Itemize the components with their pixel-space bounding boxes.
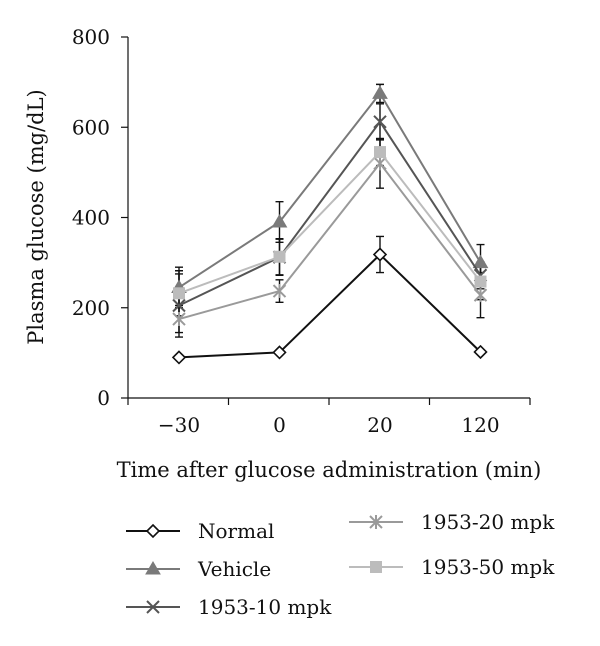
x-tick-label: −30 xyxy=(158,413,200,437)
data-point-1953-10-mpk xyxy=(373,115,387,129)
legend-item-1953-10-mpk: 1953-10 mpk xyxy=(126,595,332,619)
data-point-normal xyxy=(372,247,388,262)
series-line-1953-10-mpk xyxy=(178,120,482,307)
legend-label: Vehicle xyxy=(197,557,271,581)
data-point-1953-20-mpk xyxy=(473,288,488,303)
data-point-1953-20-mpk xyxy=(272,284,287,299)
legend-marker xyxy=(145,523,161,539)
data-point-vehicle xyxy=(271,214,288,228)
data-point-normal xyxy=(171,350,187,365)
legend-marker xyxy=(146,600,160,614)
data-point-1953-20-mpk xyxy=(172,312,186,327)
legend-marker xyxy=(145,561,161,575)
data-point-normal xyxy=(473,344,488,360)
data-point-1953-50-mpk xyxy=(273,250,286,263)
legend-label: 1953-20 mpk xyxy=(421,510,555,534)
plot-area: 0 200 400 600 800 −30 0 20 120 xyxy=(72,25,531,437)
legend-marker xyxy=(370,561,382,573)
x-tick-label: 20 xyxy=(367,413,392,437)
legend-item-1953-20-mpk: 1953-20 mpk xyxy=(349,510,555,534)
legend-marker xyxy=(369,515,383,529)
y-tick-label: 400 xyxy=(72,206,110,230)
data-point-normal xyxy=(272,345,287,360)
legend-item-vehicle: Vehicle xyxy=(126,557,271,581)
legend-label: 1953-50 mpk xyxy=(421,555,555,579)
series-line-1953-20-mpk xyxy=(178,161,482,320)
data-point-1953-20-mpk xyxy=(373,156,387,171)
y-tick-label: 200 xyxy=(72,296,110,320)
data-point-1953-10-mpk xyxy=(172,298,186,313)
series-line-1953-50-mpk xyxy=(178,150,482,295)
data-point-vehicle xyxy=(372,85,388,99)
series-line-normal xyxy=(178,253,482,359)
y-tick-label: 600 xyxy=(72,115,110,139)
legend-item-normal: Normal xyxy=(126,519,274,543)
x-axis-title: Time after glucose administration (min) xyxy=(117,458,542,482)
y-tick-label: 0 xyxy=(97,386,110,410)
x-tick-label: 0 xyxy=(273,413,286,437)
x-tick-label: 120 xyxy=(461,413,499,437)
data-point-vehicle xyxy=(472,254,489,269)
series-line-vehicle xyxy=(178,91,482,289)
legend-label: Normal xyxy=(198,519,274,543)
y-axis-title: Plasma glucose (mg/dL) xyxy=(24,89,48,344)
y-tick-label: 800 xyxy=(72,25,110,49)
legend: Normal Vehicle 1953-10 mpk 1953-20 mpk 1953-… xyxy=(126,510,555,619)
data-point-1953-50-mpk xyxy=(374,146,386,159)
data-point-1953-50-mpk xyxy=(173,287,185,300)
data-point-1953-50-mpk xyxy=(474,275,487,288)
legend-label: 1953-10 mpk xyxy=(198,595,332,619)
legend-item-1953-50-mpk: 1953-50 mpk xyxy=(349,555,555,579)
